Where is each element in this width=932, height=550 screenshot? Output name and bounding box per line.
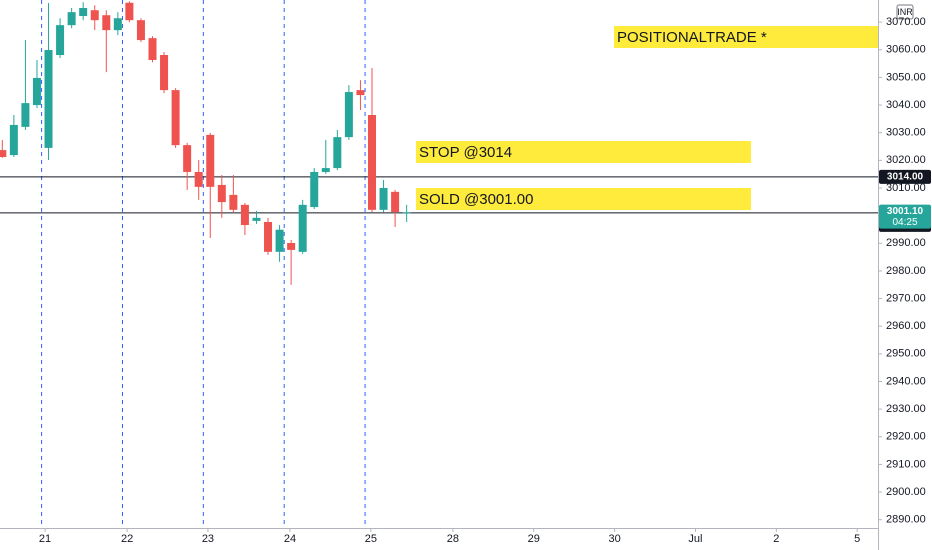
candle-body xyxy=(275,229,284,252)
candle-body xyxy=(21,103,30,127)
candle-body xyxy=(252,217,261,221)
candle-body xyxy=(402,212,411,214)
x-tick-label: 21 xyxy=(39,533,51,545)
candle-body xyxy=(391,191,400,213)
y-tick-label: 3030.00 xyxy=(886,127,926,139)
candle-body xyxy=(9,124,18,156)
candle-body xyxy=(56,25,65,56)
candle-body xyxy=(194,171,203,187)
candle-body xyxy=(356,90,365,96)
x-tick-label: 23 xyxy=(202,533,214,545)
candle-body xyxy=(264,221,273,252)
x-tick-label: 2 xyxy=(773,533,779,545)
y-tick-label: 2960.00 xyxy=(886,320,926,332)
x-tick-label: 29 xyxy=(528,533,540,545)
candle-body xyxy=(67,12,76,26)
candle-body xyxy=(240,204,249,226)
x-tick-label: 24 xyxy=(284,533,296,545)
y-tick-label: 2980.00 xyxy=(886,265,926,277)
currency: INR xyxy=(897,7,913,17)
candle-body xyxy=(0,150,7,158)
candle-body xyxy=(148,38,157,60)
y-tick-label: 2930.00 xyxy=(886,403,926,415)
y-tick-label: 3040.00 xyxy=(886,99,926,111)
candle-body xyxy=(113,18,122,31)
candle-body xyxy=(217,184,226,203)
y-tick-label: 3010.00 xyxy=(886,182,926,194)
y-tick-label: 3020.00 xyxy=(886,154,926,166)
price-label-box xyxy=(879,169,931,184)
candle-body xyxy=(44,50,53,148)
candle-body xyxy=(102,15,111,31)
x-tick-label: 25 xyxy=(365,533,377,545)
candle-body xyxy=(298,204,307,252)
candle-body xyxy=(379,187,388,210)
y-tick-label: 2900.00 xyxy=(886,486,926,498)
annotation: STOP @3014 xyxy=(419,144,512,161)
y-tick-label: 2990.00 xyxy=(886,237,926,249)
candle-body xyxy=(125,2,134,21)
y-tick-label: 2940.00 xyxy=(886,375,926,387)
candle-body xyxy=(321,168,330,172)
price-label: 3014.00 xyxy=(887,172,924,183)
annotation-box[interactable] xyxy=(416,188,751,210)
y-tick-label: 2970.00 xyxy=(886,292,926,304)
candle-body xyxy=(310,171,319,208)
x-tick-label: 28 xyxy=(447,533,459,545)
candle-body xyxy=(171,90,180,146)
y-tick-label: 3060.00 xyxy=(886,44,926,56)
annotation: SOLD @3001.00 xyxy=(419,191,533,208)
y-tick-label: 3050.00 xyxy=(886,71,926,83)
candle-body xyxy=(344,92,353,138)
candle-body xyxy=(229,194,238,210)
y-tick-label: 3070.00 xyxy=(886,16,926,28)
candle-body xyxy=(160,55,169,91)
candle-body xyxy=(32,77,41,106)
x-tick-label: Jul xyxy=(688,533,702,545)
annotation-box[interactable] xyxy=(416,141,751,163)
countdown: 04:25 xyxy=(892,217,917,228)
candle-body xyxy=(136,20,145,41)
y-tick-label: 2950.00 xyxy=(886,348,926,360)
candle-body xyxy=(287,242,296,250)
last-price-label: 3001.10 xyxy=(887,206,924,217)
x-tick-label: 5 xyxy=(854,533,860,545)
y-tick-label: 2920.00 xyxy=(886,431,926,443)
candle-body xyxy=(183,145,192,172)
x-tick-label: 22 xyxy=(121,533,133,545)
candle-body xyxy=(333,137,342,169)
x-tick-label: 30 xyxy=(608,533,620,545)
y-tick-label: 2910.00 xyxy=(886,458,926,470)
currency-box[interactable] xyxy=(896,4,914,20)
y-tick-label: 2890.00 xyxy=(886,514,926,526)
annotation: POSITIONALTRADE * xyxy=(617,29,767,46)
candle-body xyxy=(90,10,99,21)
candle-body xyxy=(367,114,376,210)
candle-body xyxy=(206,134,215,187)
candle-body xyxy=(79,8,88,17)
last-price-box xyxy=(879,204,931,229)
annotation-box[interactable] xyxy=(614,26,878,48)
